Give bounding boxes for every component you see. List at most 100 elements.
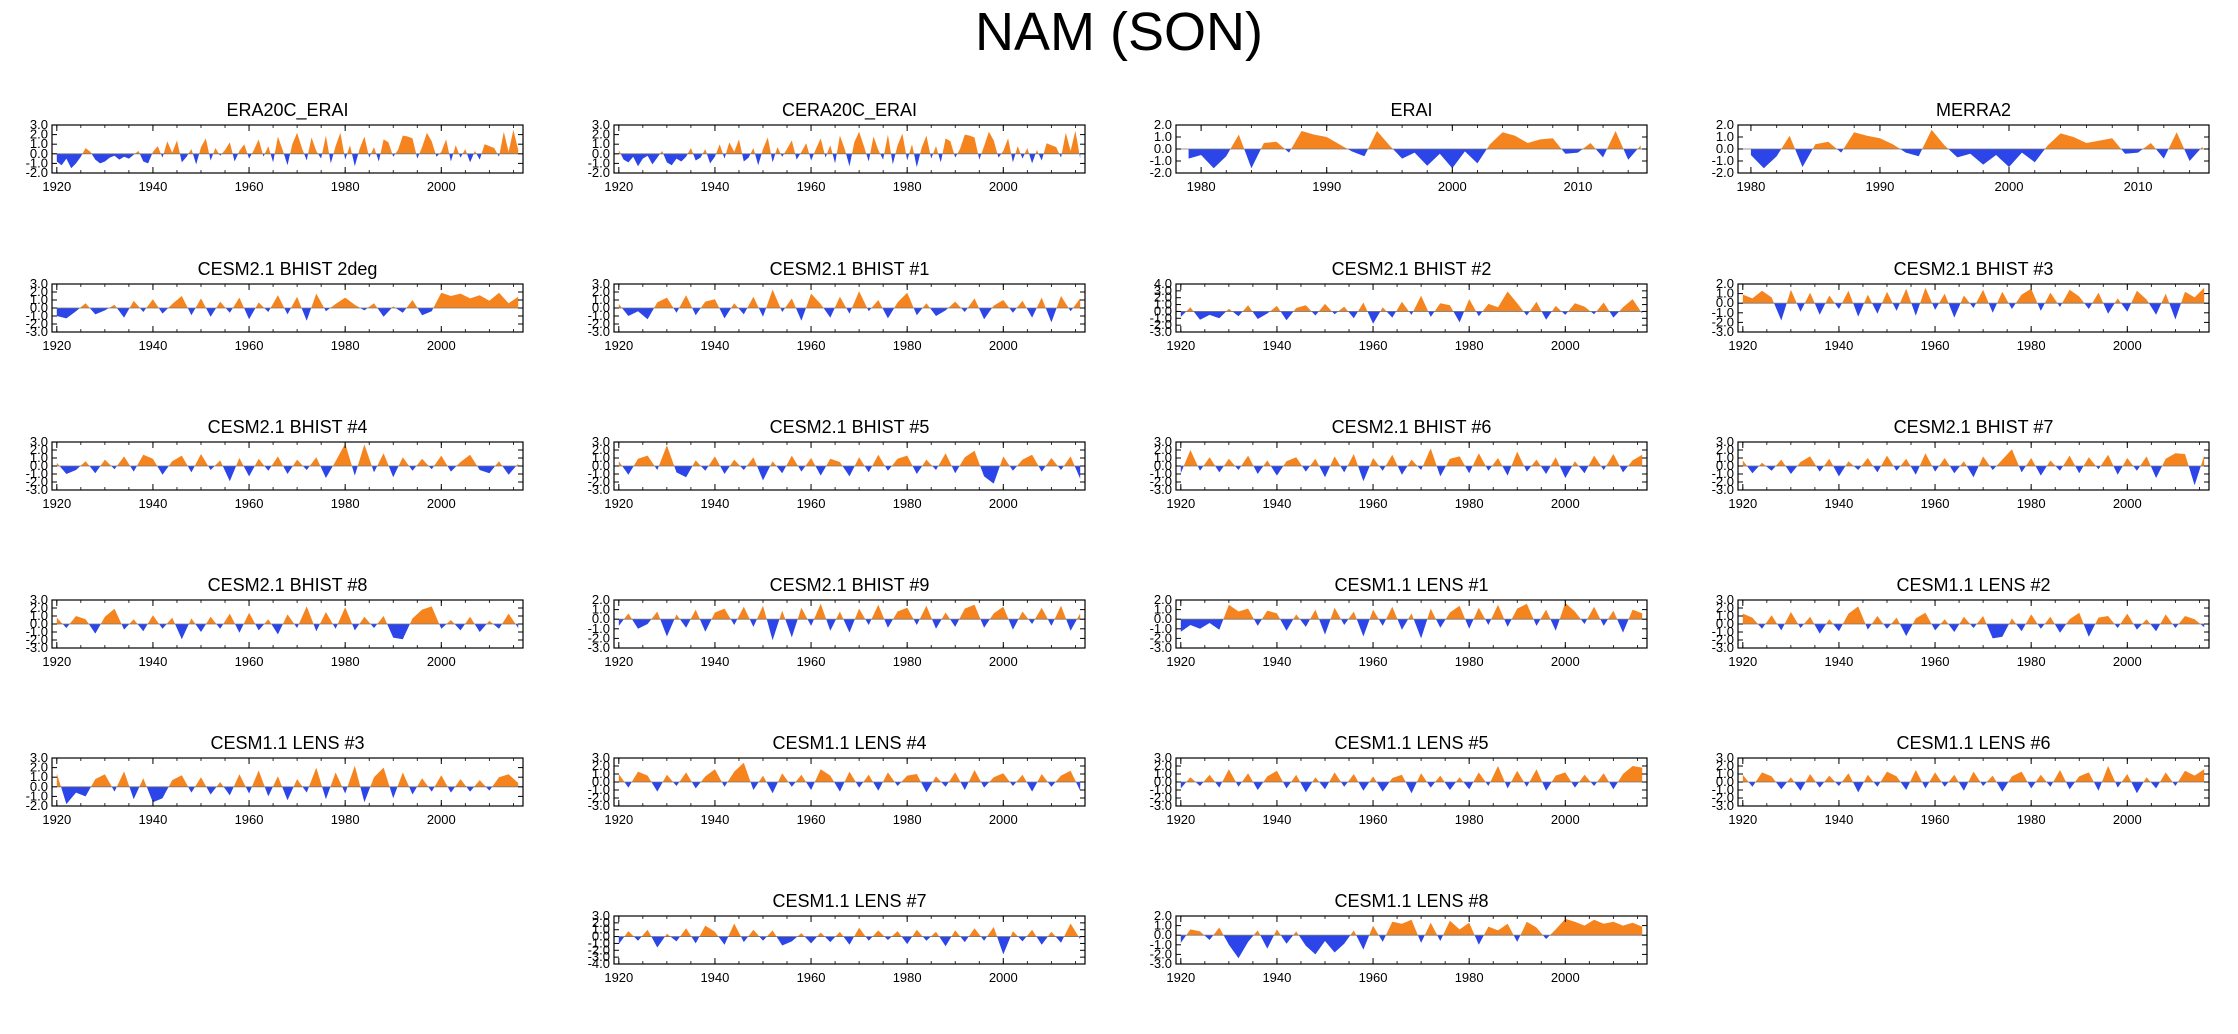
y-tick-label: 3.0 (1716, 592, 1734, 607)
x-tick-label: 1960 (797, 179, 826, 194)
negative-series-area (56, 786, 519, 805)
panel-title: CESM1.1 LENS #7 (772, 891, 926, 911)
x-tick-label: 2000 (427, 654, 456, 669)
panel-7: CESM2.1 BHIST #2 4.03.02.01.00.0-1.0-2.0-… (1150, 259, 1648, 353)
x-tick-label: 1960 (1359, 338, 1388, 353)
y-tick-label: -1.0 (26, 308, 48, 323)
positive-series-area (618, 130, 1080, 154)
y-tick-label: 0.0 (592, 774, 610, 789)
x-tick-label: 2000 (427, 179, 456, 194)
y-tick-label: 2.0 (592, 915, 610, 930)
panel-22: CESM1.1 LENS #8 2.01.00.0-1.0-2.0-3.01920… (1150, 891, 1648, 985)
y-tick-label: -3.0 (1150, 798, 1172, 813)
x-tick-label: 1920 (604, 812, 633, 827)
x-tick-label: 1980 (893, 496, 922, 511)
y-tick-label: -2.0 (1150, 790, 1172, 805)
x-tick-label: 2000 (1551, 970, 1580, 985)
x-tick-label: 2000 (2113, 812, 2142, 827)
negative-series-area (618, 782, 1081, 794)
y-tick-label: -1.0 (1712, 466, 1734, 481)
x-tick-label: 2000 (2113, 654, 2142, 669)
x-tick-label: 1990 (1312, 179, 1341, 194)
y-tick-label: -2.0 (1150, 474, 1172, 489)
x-tick-label: 1960 (1359, 496, 1388, 511)
x-tick-label: 1920 (1166, 970, 1195, 985)
panel-title: CESM1.1 LENS #1 (1334, 575, 1488, 595)
y-tick-label: 1.0 (30, 136, 48, 151)
x-tick-label: 1980 (331, 496, 360, 511)
x-tick-label: 1920 (604, 654, 633, 669)
y-tick-label: 2.0 (1154, 592, 1172, 607)
y-tick-label: 0.0 (30, 779, 48, 794)
negative-series-area (1742, 624, 2205, 639)
y-tick-label: 3.0 (30, 276, 48, 291)
y-tick-label: -1.0 (588, 466, 610, 481)
x-tick-label: 1980 (2017, 496, 2046, 511)
y-tick-label: -2.0 (1712, 790, 1734, 805)
x-tick-label: 1960 (235, 496, 264, 511)
y-tick-label: 1.0 (30, 608, 48, 623)
y-tick-label: -1.0 (588, 155, 610, 170)
positive-series-area (1750, 129, 2203, 149)
x-tick-label: 1980 (1455, 654, 1484, 669)
y-tick-label: 0.0 (592, 300, 610, 315)
y-tick-label: -2.0 (1150, 165, 1172, 180)
y-tick-label: 2.0 (1154, 758, 1172, 773)
positive-series-area (1180, 918, 1643, 936)
x-tick-label: 1960 (797, 970, 826, 985)
y-tick-label: 3.0 (592, 276, 610, 291)
y-tick-label: -2.0 (588, 790, 610, 805)
x-tick-label: 1980 (331, 338, 360, 353)
x-tick-label: 1940 (700, 812, 729, 827)
x-tick-label: 1920 (604, 179, 633, 194)
x-tick-label: 1920 (42, 654, 71, 669)
x-tick-label: 1960 (1921, 496, 1950, 511)
negative-series-area (1180, 619, 1629, 639)
y-tick-label: -2.0 (1150, 630, 1172, 645)
panel-title: CESM2.1 BHIST 2deg (198, 259, 378, 279)
y-tick-label: 3.0 (1716, 434, 1734, 449)
x-tick-label: 1960 (1359, 654, 1388, 669)
x-tick-label: 1920 (42, 812, 71, 827)
y-tick-label: 2.0 (592, 284, 610, 299)
panel-title: ERA20C_ERAI (226, 100, 348, 121)
x-tick-label: 2000 (989, 179, 1018, 194)
x-tick-label: 1980 (1455, 338, 1484, 353)
y-tick-label: 1.0 (1716, 450, 1734, 465)
panel-title: CESM2.1 BHIST #1 (770, 259, 930, 279)
x-tick-label: 2000 (989, 970, 1018, 985)
y-tick-label: 0.0 (592, 929, 610, 944)
y-tick-label: -3.0 (1712, 640, 1734, 655)
y-tick-label: -1.0 (26, 466, 48, 481)
y-tick-label: 1.0 (592, 450, 610, 465)
y-tick-label: -1.0 (588, 308, 610, 323)
y-tick-label: 1.0 (30, 450, 48, 465)
y-tick-label: -3.0 (1712, 482, 1734, 497)
y-tick-label: 0.0 (30, 616, 48, 631)
negative-series-area (618, 466, 1081, 484)
x-tick-label: 1980 (1736, 179, 1765, 194)
x-tick-label: 1960 (1359, 812, 1388, 827)
panel-title: ERAI (1390, 100, 1432, 120)
x-tick-label: 2000 (427, 812, 456, 827)
y-tick-label: 3.0 (1154, 434, 1172, 449)
negative-series-area (56, 466, 519, 482)
negative-series-area (1180, 782, 1643, 794)
plot-frame (1175, 283, 1648, 333)
x-tick-label: 1960 (235, 654, 264, 669)
y-tick-label: 2.0 (1154, 442, 1172, 457)
y-tick-label: 2.0 (1154, 117, 1172, 132)
x-tick-label: 2010 (2124, 179, 2153, 194)
y-tick-label: 2.0 (1716, 758, 1734, 773)
y-tick-label: 1.0 (592, 766, 610, 781)
positive-series-area (1180, 602, 1643, 620)
positive-series-area (1742, 287, 2205, 304)
x-tick-label: 1990 (1865, 179, 1894, 194)
panel-19: CESM1.1 LENS #53.02.01.00.0-1.0-2.0-3.01… (1150, 733, 1648, 827)
y-tick-label: 2.0 (1154, 290, 1172, 305)
x-tick-label: 1940 (138, 496, 167, 511)
y-tick-label: -3.0 (1712, 324, 1734, 339)
y-tick-label: 0.0 (592, 458, 610, 473)
y-tick-label: 2.0 (592, 442, 610, 457)
x-tick-label: 2000 (2113, 338, 2142, 353)
